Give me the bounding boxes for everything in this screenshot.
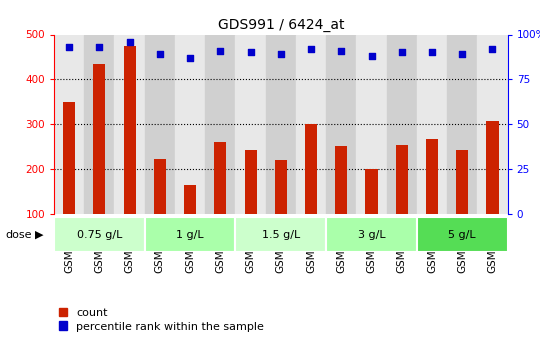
Bar (426, 139, 438, 214)
Title: GDS991 / 6424_at: GDS991 / 6424_at (218, 18, 344, 32)
Bar (447, 34, 477, 214)
Point (65, 44, 73, 50)
Point (337, 48, 346, 53)
Point (458, 51, 467, 57)
Bar (356, 34, 387, 214)
Text: ▶: ▶ (35, 230, 44, 239)
Bar (184, 185, 196, 214)
Point (246, 50, 255, 55)
Bar (326, 34, 356, 214)
Bar (396, 145, 408, 214)
Bar (235, 217, 326, 252)
Bar (366, 169, 377, 214)
Point (95, 44, 104, 50)
Bar (54, 34, 84, 214)
Point (276, 51, 285, 57)
Bar (154, 159, 166, 214)
Bar (417, 34, 447, 214)
Point (307, 46, 315, 52)
Bar (296, 34, 326, 214)
Text: 1 g/L: 1 g/L (176, 230, 204, 239)
Point (186, 55, 194, 61)
Text: 5 g/L: 5 g/L (448, 230, 476, 239)
Point (367, 53, 376, 59)
Text: dose: dose (5, 230, 32, 239)
Bar (93, 64, 105, 214)
Bar (235, 34, 266, 214)
Text: 0.75 g/L: 0.75 g/L (77, 230, 122, 239)
Bar (417, 217, 508, 252)
Bar (275, 160, 287, 214)
Bar (175, 34, 205, 214)
Point (397, 50, 406, 55)
Text: 1.5 g/L: 1.5 g/L (262, 230, 300, 239)
Point (488, 46, 497, 52)
Bar (266, 34, 296, 214)
Bar (145, 217, 235, 252)
Bar (145, 34, 175, 214)
Bar (335, 146, 347, 214)
Bar (387, 34, 417, 214)
Point (428, 50, 436, 55)
Bar (326, 217, 417, 252)
Point (125, 39, 134, 45)
Text: 3 g/L: 3 g/L (357, 230, 386, 239)
Bar (456, 150, 468, 214)
Bar (205, 34, 235, 214)
Bar (63, 102, 75, 214)
Point (216, 48, 225, 53)
Bar (124, 46, 136, 214)
Bar (487, 121, 498, 214)
Bar (214, 142, 226, 214)
Bar (305, 124, 317, 214)
Bar (84, 34, 114, 214)
Point (156, 51, 164, 57)
Bar (54, 217, 145, 252)
Bar (245, 150, 256, 214)
Legend: count, percentile rank within the sample: count, percentile rank within the sample (54, 304, 269, 336)
Bar (477, 34, 508, 214)
Bar (114, 34, 145, 214)
